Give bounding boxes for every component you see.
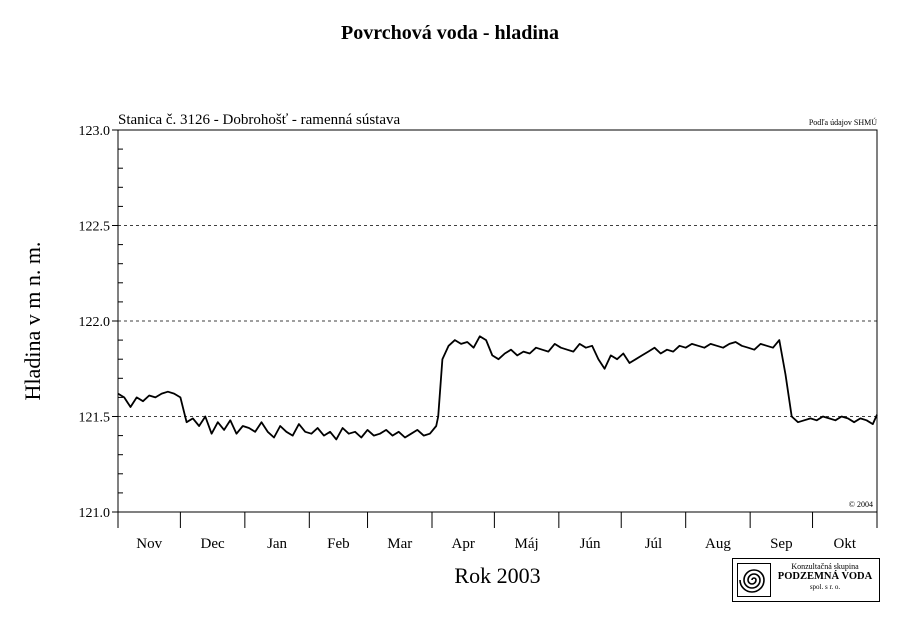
logo-line-1: Konzultačná skupina bbox=[791, 562, 859, 571]
logo-line-3: spol. s r. o. bbox=[809, 583, 841, 592]
source-note: Podľa údajov SHMÚ bbox=[809, 117, 877, 127]
station-label: Stanica č. 3126 - Dobrohošť - ramenná sú… bbox=[118, 112, 401, 128]
x-tick-label: Nov bbox=[136, 536, 162, 552]
y-tick-label: 121.5 bbox=[79, 411, 111, 426]
series-line-water-level bbox=[117, 335, 878, 441]
x-tick-label: Aug bbox=[705, 536, 731, 552]
x-tick-label: Máj bbox=[515, 536, 539, 552]
y-axis-label: Hladina v m n. m. bbox=[20, 242, 45, 401]
y-tick-label: 123.0 bbox=[79, 124, 111, 139]
company-logo: Konzultačná skupina PODZEMNÁ VODA spol. … bbox=[732, 558, 880, 602]
x-tick-label: Jan bbox=[267, 536, 287, 552]
logo-line-2: PODZEMNÁ VODA bbox=[777, 571, 873, 583]
spiral-logo-icon bbox=[737, 563, 771, 597]
x-tick-label: Júl bbox=[645, 536, 663, 552]
y-tick-label: 122.5 bbox=[79, 220, 111, 235]
x-tick-label: Feb bbox=[327, 536, 350, 552]
chart-title: Povrchová voda - hladina bbox=[341, 22, 559, 44]
x-tick-label: Okt bbox=[834, 536, 857, 552]
y-tick-label: 121.0 bbox=[79, 506, 111, 521]
x-tick-label: Apr bbox=[452, 536, 475, 552]
x-tick-label: Jún bbox=[580, 536, 601, 552]
x-tick-label: Sep bbox=[770, 536, 793, 552]
y-tick-label: 122.0 bbox=[79, 315, 111, 330]
x-tick-label: Mar bbox=[387, 536, 412, 552]
x-tick-label: Dec bbox=[201, 536, 225, 552]
copyright-note: © 2004 bbox=[849, 500, 873, 509]
x-axis-label: Rok 2003 bbox=[454, 563, 540, 588]
